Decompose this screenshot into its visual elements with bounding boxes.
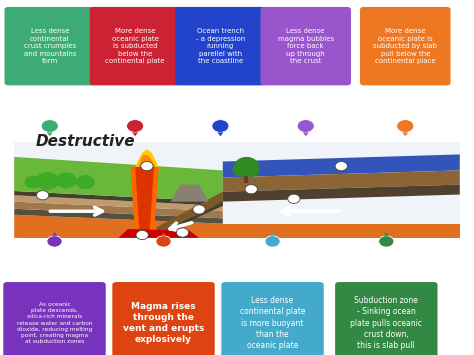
FancyBboxPatch shape	[90, 7, 180, 85]
Circle shape	[243, 164, 260, 177]
Polygon shape	[270, 232, 275, 236]
Polygon shape	[135, 167, 154, 236]
FancyBboxPatch shape	[3, 282, 106, 355]
Polygon shape	[156, 192, 223, 235]
Polygon shape	[138, 154, 155, 167]
Circle shape	[47, 236, 62, 247]
Polygon shape	[52, 232, 57, 236]
Circle shape	[245, 185, 257, 194]
Polygon shape	[223, 154, 460, 178]
Polygon shape	[14, 224, 460, 238]
Text: Less dense
magma bubbles
force back
up through
the crust: Less dense magma bubbles force back up t…	[278, 28, 334, 64]
Circle shape	[234, 157, 259, 175]
FancyBboxPatch shape	[5, 7, 95, 85]
Circle shape	[56, 173, 77, 188]
Circle shape	[193, 205, 205, 214]
Circle shape	[297, 120, 314, 132]
Circle shape	[156, 236, 171, 247]
Circle shape	[265, 236, 280, 247]
Text: More dense
oceanic plate is
subducted by slab
pull below the
continental place: More dense oceanic plate is subducted by…	[374, 28, 437, 64]
Polygon shape	[303, 132, 309, 136]
Bar	[14, 142, 460, 238]
Polygon shape	[14, 157, 223, 202]
Text: Subduction zone
- Sinking ocean
plate pulls oceanic
crust down,
this is slab pul: Subduction zone - Sinking ocean plate pu…	[350, 296, 422, 350]
Text: As oceanic
plate descends,
silica-rich minerals
release water and carbon
dioxide: As oceanic plate descends, silica-rich m…	[17, 302, 92, 344]
Polygon shape	[14, 195, 223, 211]
Polygon shape	[156, 202, 223, 236]
Polygon shape	[383, 232, 389, 236]
Circle shape	[379, 236, 394, 247]
Text: Ocean trench
- a depression
running
parellel with
the coastline: Ocean trench - a depression running pare…	[196, 28, 245, 64]
Text: Less dense
continental
crust crumples
and mountains
form: Less dense continental crust crumples an…	[24, 28, 76, 64]
Circle shape	[25, 176, 42, 189]
Circle shape	[127, 120, 144, 132]
Circle shape	[36, 172, 59, 190]
Polygon shape	[14, 191, 223, 206]
Polygon shape	[135, 149, 159, 167]
Polygon shape	[223, 185, 460, 202]
Polygon shape	[118, 229, 199, 238]
Text: Less dense
continental plate
is more buoyant
than the
oceanic plate: Less dense continental plate is more buo…	[240, 296, 305, 350]
Circle shape	[141, 162, 153, 171]
Polygon shape	[171, 185, 209, 202]
Circle shape	[136, 230, 148, 240]
Polygon shape	[130, 167, 159, 234]
Circle shape	[76, 175, 95, 189]
Circle shape	[41, 120, 58, 132]
Polygon shape	[14, 209, 223, 224]
Circle shape	[232, 163, 251, 177]
Polygon shape	[218, 132, 223, 136]
Polygon shape	[161, 232, 166, 236]
Polygon shape	[223, 170, 460, 192]
Circle shape	[288, 194, 300, 203]
Circle shape	[397, 120, 414, 132]
Circle shape	[335, 162, 347, 171]
Circle shape	[176, 228, 189, 237]
FancyBboxPatch shape	[360, 7, 450, 85]
Polygon shape	[14, 202, 223, 218]
Text: Destructive: Destructive	[36, 135, 135, 149]
Polygon shape	[402, 132, 408, 136]
Circle shape	[212, 120, 229, 132]
FancyBboxPatch shape	[335, 282, 438, 355]
Text: More dense
oceanic plate
is subducted
below the
continental plate: More dense oceanic plate is subducted be…	[105, 28, 165, 64]
Circle shape	[36, 191, 49, 200]
FancyBboxPatch shape	[261, 7, 351, 85]
FancyBboxPatch shape	[175, 7, 265, 85]
Text: Magma rises
through the
vent and erupts
explosively: Magma rises through the vent and erupts …	[123, 302, 204, 344]
FancyBboxPatch shape	[112, 282, 215, 355]
FancyBboxPatch shape	[221, 282, 324, 355]
Polygon shape	[47, 132, 53, 136]
Polygon shape	[132, 132, 138, 136]
Polygon shape	[14, 215, 223, 238]
